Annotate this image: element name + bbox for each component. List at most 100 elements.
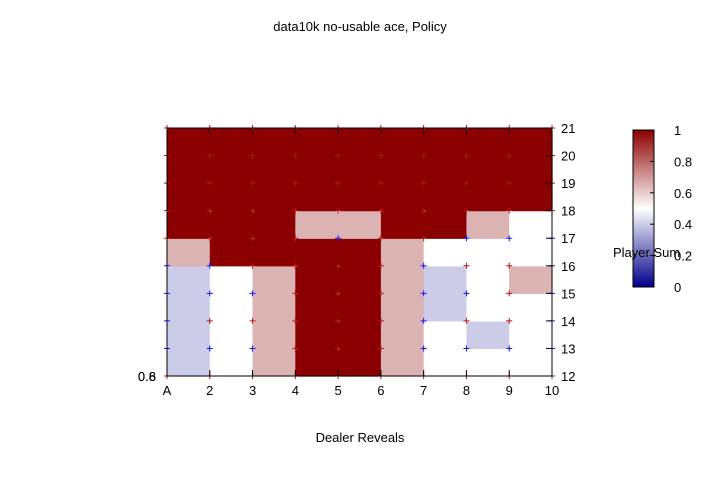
policy-point: [249, 262, 256, 269]
heatmap-cell: [338, 320, 382, 350]
heatmap-cell: [167, 238, 211, 267]
heatmap-cell: [380, 348, 425, 377]
y-tick-label: 18: [561, 204, 575, 219]
colorbar: [632, 129, 655, 288]
policy-point: [206, 345, 213, 352]
left-axis-tick-label: 0.6: [138, 369, 156, 384]
heatmap-cell: [380, 265, 425, 294]
policy-point: [506, 235, 513, 242]
heatmap-cells: [167, 128, 553, 377]
policy-point: [506, 152, 513, 159]
policy-point: [292, 235, 299, 242]
y-tick-label: 15: [561, 286, 575, 301]
heatmap-cell: [209, 128, 254, 212]
colorbar-tick-label: 0: [674, 280, 681, 295]
heatmap-cell: [380, 128, 425, 212]
policy-point: [206, 152, 213, 159]
policy-point: [506, 290, 513, 297]
heatmap-cell: [466, 210, 510, 239]
heatmap-cell: [509, 348, 553, 377]
policy-point: [463, 290, 470, 297]
policy-point: [420, 317, 427, 324]
policy-point: [335, 207, 342, 214]
policy-point: [506, 180, 513, 187]
x-tick-label: 5: [334, 383, 341, 398]
policy-point: [420, 180, 427, 187]
y-axis-label: Player Sum: [613, 245, 680, 260]
policy-point: [463, 152, 470, 159]
heatmap-cell: [509, 293, 553, 322]
colorbar-tick-label: 0.4: [674, 217, 692, 232]
heatmap-cell: [423, 128, 468, 212]
y-tick-label: 14: [561, 314, 575, 329]
heatmap-cell: [295, 320, 339, 350]
heatmap-cell: [252, 238, 296, 267]
heatmap-cell: [209, 210, 254, 239]
heatmap-cell: [466, 128, 510, 212]
policy-point: [420, 235, 427, 242]
heatmap-cell: [167, 348, 211, 377]
policy-point: [249, 290, 256, 297]
x-tick-label: 7: [420, 383, 427, 398]
heatmap-cell: [423, 265, 468, 294]
policy-point: [377, 290, 384, 297]
policy-point: [463, 345, 470, 352]
heatmap-cell: [209, 238, 254, 267]
policy-point: [249, 152, 256, 159]
policy-point: [377, 262, 384, 269]
policy-point: [377, 152, 384, 159]
policy-point: [292, 152, 299, 159]
policy-point: [463, 317, 470, 324]
policy-point: [249, 317, 256, 324]
left-axis-ticks: 0.60.8: [138, 369, 156, 384]
policy-point: [463, 262, 470, 269]
policy-point: [377, 207, 384, 214]
policy-point: [335, 235, 342, 242]
heatmap-cell: [466, 293, 510, 322]
x-tick-label: 8: [463, 383, 470, 398]
heatmap-cell: [252, 210, 296, 239]
heatmap-cell: [167, 293, 211, 322]
heatmap-cell: [509, 210, 553, 239]
policy-point: [506, 262, 513, 269]
colorbar-tick-label: 0.6: [674, 186, 692, 201]
policy-point: [206, 290, 213, 297]
heatmap-cell: [466, 348, 510, 377]
policy-point: [206, 207, 213, 214]
heatmap-cell: [167, 265, 211, 294]
policy-point: [292, 180, 299, 187]
policy-point: [377, 317, 384, 324]
y-tick-label: 21: [561, 121, 575, 136]
policy-point: [335, 262, 342, 269]
x-tick-label: 3: [249, 383, 256, 398]
left-axis-tick-label: 0.8: [138, 369, 156, 384]
heatmap-cell: [466, 238, 510, 267]
heatmap-cell: [338, 210, 382, 239]
policy-point: [249, 207, 256, 214]
policy-point: [206, 180, 213, 187]
y-tick-label: 12: [561, 369, 575, 384]
heatmap-cell: [466, 265, 510, 294]
heatmap-cell: [295, 293, 339, 322]
heatmap-cell: [209, 265, 254, 294]
heatmap-cell: [167, 210, 211, 239]
heatmap-cell: [509, 238, 553, 267]
x-tick-label: 9: [506, 383, 513, 398]
heatmap-cell: [252, 320, 296, 350]
policy-point: [377, 180, 384, 187]
policy-point: [335, 152, 342, 159]
x-tick-label: A: [163, 383, 172, 398]
heatmap-cell: [295, 238, 339, 267]
y-tick-label: 20: [561, 149, 575, 164]
policy-point: [292, 207, 299, 214]
y-tick-label: 13: [561, 341, 575, 356]
y-tick-label: 19: [561, 176, 575, 191]
heatmap-cell: [338, 238, 382, 267]
policy-point: [292, 317, 299, 324]
policy-point: [206, 235, 213, 242]
heatmap-cell: [338, 348, 382, 377]
policy-point: [506, 345, 513, 352]
heatmap-cell: [295, 210, 339, 239]
policy-point: [463, 207, 470, 214]
x-axis-label: Dealer Reveals: [316, 430, 405, 445]
